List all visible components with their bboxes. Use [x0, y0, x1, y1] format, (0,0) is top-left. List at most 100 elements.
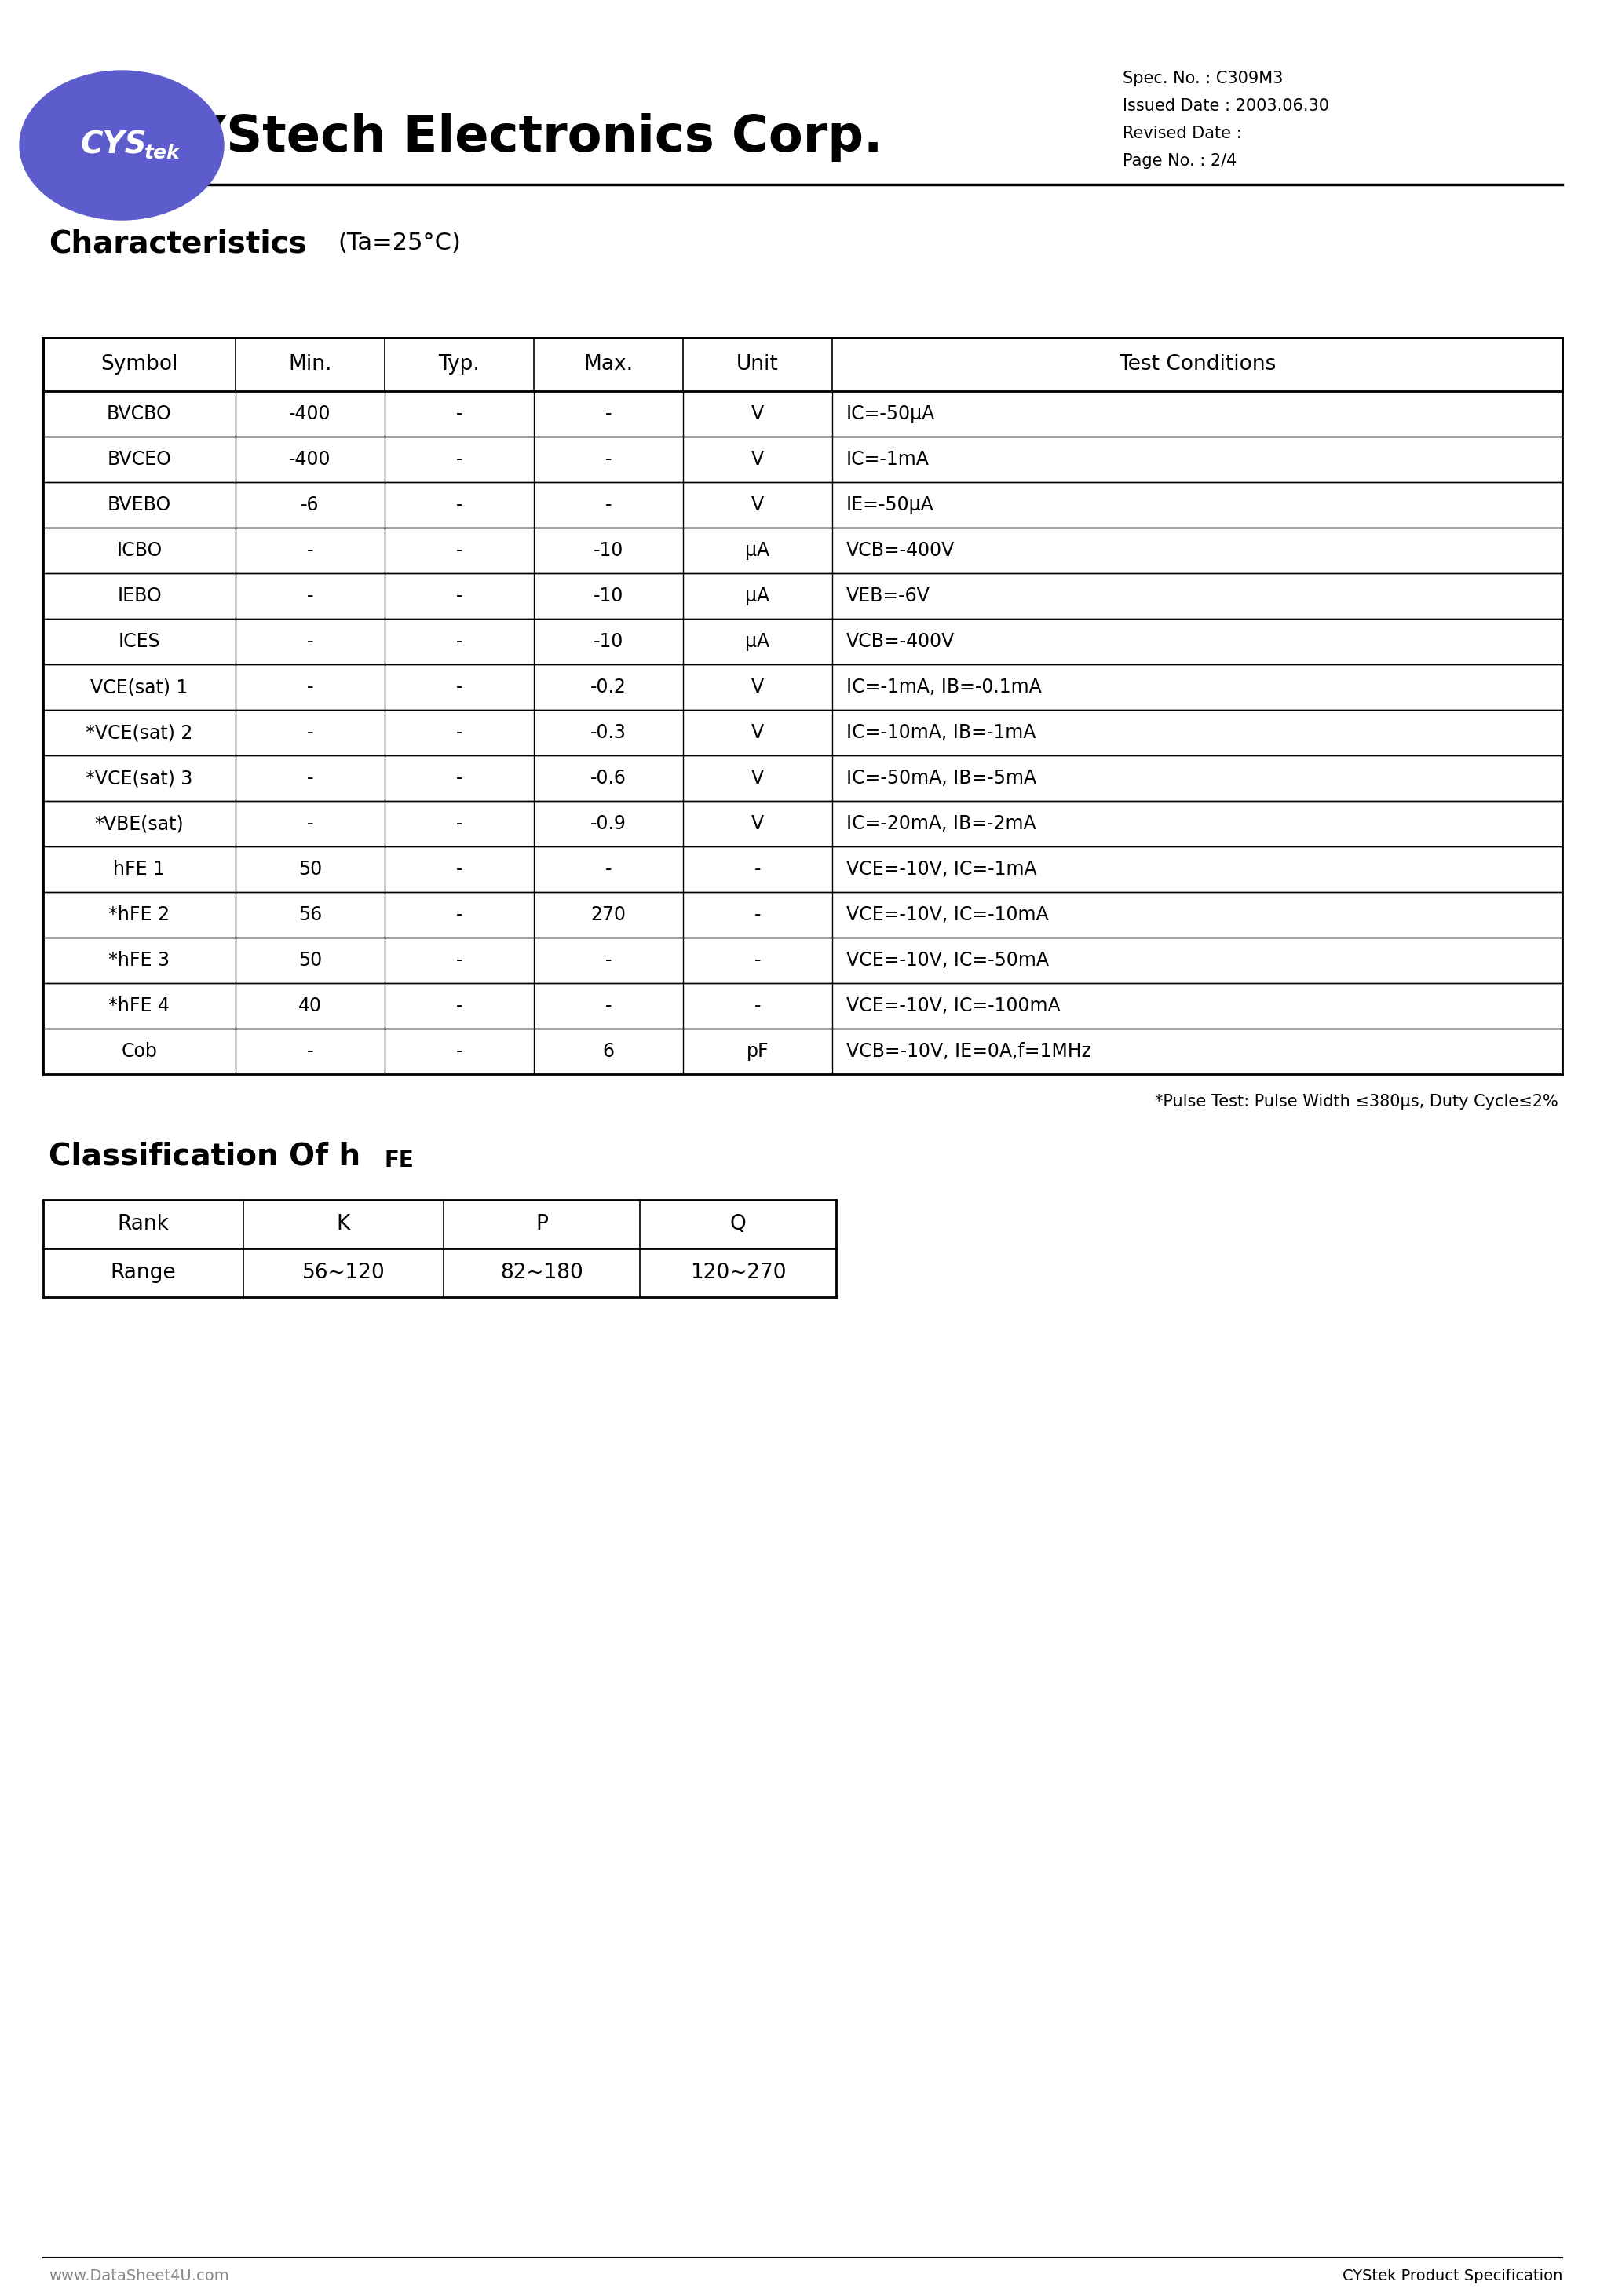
Text: Q: Q — [730, 1215, 746, 1235]
Text: VCE=-10V, IC=-100mA: VCE=-10V, IC=-100mA — [847, 996, 1061, 1015]
Text: ICES: ICES — [118, 631, 161, 652]
Text: -: - — [605, 859, 611, 879]
Text: μA: μA — [746, 542, 770, 560]
Text: 6: 6 — [602, 1042, 615, 1061]
Text: hFE 1: hFE 1 — [114, 859, 165, 879]
Text: -: - — [754, 905, 761, 925]
Text: 40: 40 — [298, 996, 321, 1015]
Text: VCE(sat) 1: VCE(sat) 1 — [91, 677, 188, 696]
Text: -: - — [307, 631, 313, 652]
Text: IE=-50μA: IE=-50μA — [847, 496, 934, 514]
Text: -: - — [456, 815, 462, 833]
Text: -: - — [307, 542, 313, 560]
Text: -: - — [605, 496, 611, 514]
Text: IC=-1mA: IC=-1mA — [847, 450, 929, 468]
Text: -0.3: -0.3 — [590, 723, 626, 742]
Text: μA: μA — [746, 585, 770, 606]
Text: -: - — [456, 769, 462, 788]
Text: IEBO: IEBO — [117, 585, 162, 606]
Text: -0.6: -0.6 — [590, 769, 626, 788]
Text: -0.9: -0.9 — [590, 815, 626, 833]
Text: V: V — [751, 769, 764, 788]
Text: ICBO: ICBO — [117, 542, 162, 560]
Text: 56: 56 — [298, 905, 323, 925]
Text: -10: -10 — [594, 542, 623, 560]
Text: -: - — [307, 723, 313, 742]
Text: Range: Range — [110, 1263, 177, 1283]
Text: CYS: CYS — [81, 131, 148, 161]
Text: Unit: Unit — [736, 354, 779, 374]
Text: V: V — [751, 496, 764, 514]
Text: -400: -400 — [289, 404, 331, 422]
Text: IC=-50mA, IB=-5mA: IC=-50mA, IB=-5mA — [847, 769, 1036, 788]
Text: -: - — [456, 450, 462, 468]
Text: *hFE 4: *hFE 4 — [109, 996, 170, 1015]
Text: *VBE(sat): *VBE(sat) — [94, 815, 183, 833]
Text: -: - — [456, 723, 462, 742]
Text: V: V — [751, 450, 764, 468]
Text: -: - — [754, 996, 761, 1015]
Text: BVCEO: BVCEO — [107, 450, 172, 468]
Text: V: V — [751, 723, 764, 742]
Text: *Pulse Test: Pulse Width ≤380μs, Duty Cycle≤2%: *Pulse Test: Pulse Width ≤380μs, Duty Cy… — [1155, 1093, 1559, 1109]
Text: Issued Date : 2003.06.30: Issued Date : 2003.06.30 — [1122, 99, 1328, 115]
Text: Typ.: Typ. — [438, 354, 480, 374]
Text: -: - — [456, 677, 462, 696]
Text: VEB=-6V: VEB=-6V — [847, 585, 929, 606]
Text: -6: -6 — [302, 496, 320, 514]
Text: VCE=-10V, IC=-1mA: VCE=-10V, IC=-1mA — [847, 859, 1036, 879]
Text: -: - — [307, 815, 313, 833]
Text: -: - — [456, 859, 462, 879]
Text: IC=-1mA, IB=-0.1mA: IC=-1mA, IB=-0.1mA — [847, 677, 1041, 696]
Text: www.DataSheet4U.com: www.DataSheet4U.com — [49, 2268, 229, 2282]
Text: IC=-20mA, IB=-2mA: IC=-20mA, IB=-2mA — [847, 815, 1036, 833]
Text: -: - — [754, 951, 761, 969]
Text: -: - — [456, 542, 462, 560]
Text: (Ta=25°C): (Ta=25°C) — [337, 232, 461, 255]
Text: V: V — [751, 677, 764, 696]
Text: IC=-10mA, IB=-1mA: IC=-10mA, IB=-1mA — [847, 723, 1036, 742]
Text: -: - — [605, 996, 611, 1015]
Text: VCB=-400V: VCB=-400V — [847, 631, 955, 652]
Text: -: - — [456, 996, 462, 1015]
Text: VCE=-10V, IC=-50mA: VCE=-10V, IC=-50mA — [847, 951, 1049, 969]
Text: -10: -10 — [594, 585, 623, 606]
Text: Revised Date :: Revised Date : — [1122, 126, 1242, 142]
Text: K: K — [337, 1215, 350, 1235]
Text: 120~270: 120~270 — [689, 1263, 787, 1283]
Text: -: - — [605, 404, 611, 422]
Text: -: - — [456, 496, 462, 514]
Text: -400: -400 — [289, 450, 331, 468]
Text: 50: 50 — [298, 951, 323, 969]
Text: *hFE 2: *hFE 2 — [109, 905, 170, 925]
Text: Max.: Max. — [584, 354, 633, 374]
Text: Symbol: Symbol — [101, 354, 178, 374]
Text: -10: -10 — [594, 631, 623, 652]
Text: -: - — [605, 450, 611, 468]
Text: IC=-50μA: IC=-50μA — [847, 404, 936, 422]
Text: -: - — [456, 905, 462, 925]
Text: -: - — [307, 585, 313, 606]
Text: 270: 270 — [590, 905, 626, 925]
Text: Characteristics: Characteristics — [49, 230, 307, 259]
Text: V: V — [751, 404, 764, 422]
Text: -: - — [456, 404, 462, 422]
Text: Page No. : 2/4: Page No. : 2/4 — [1122, 154, 1238, 170]
Text: -: - — [754, 859, 761, 879]
Text: 82~180: 82~180 — [500, 1263, 584, 1283]
Text: pF: pF — [746, 1042, 769, 1061]
Text: *VCE(sat) 2: *VCE(sat) 2 — [86, 723, 193, 742]
Text: -: - — [307, 769, 313, 788]
Text: *hFE 3: *hFE 3 — [109, 951, 170, 969]
Text: Min.: Min. — [289, 354, 333, 374]
Text: Test Conditions: Test Conditions — [1119, 354, 1277, 374]
Text: Rank: Rank — [117, 1215, 169, 1235]
Text: -: - — [456, 1042, 462, 1061]
Text: FE: FE — [384, 1150, 414, 1171]
Text: *VCE(sat) 3: *VCE(sat) 3 — [86, 769, 193, 788]
Text: CYStech Electronics Corp.: CYStech Electronics Corp. — [154, 113, 882, 161]
Text: VCE=-10V, IC=-10mA: VCE=-10V, IC=-10mA — [847, 905, 1048, 925]
Text: BVEBO: BVEBO — [107, 496, 172, 514]
Text: V: V — [751, 815, 764, 833]
Text: -: - — [456, 951, 462, 969]
